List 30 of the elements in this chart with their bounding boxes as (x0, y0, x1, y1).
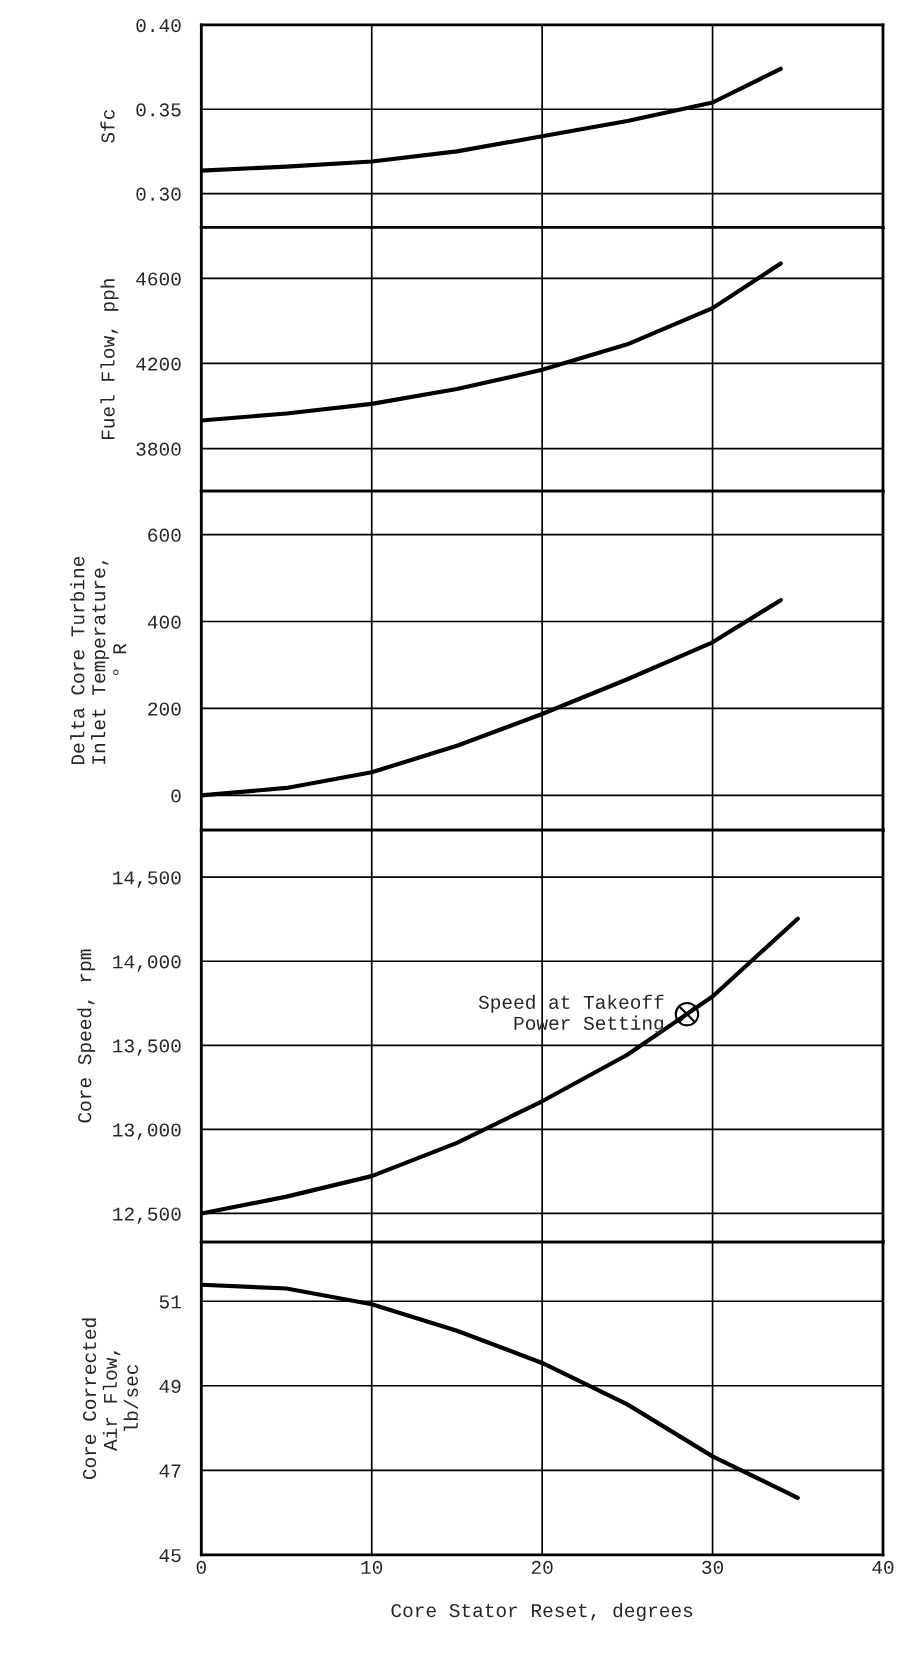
y-tick-label: 14,500 (113, 871, 181, 888)
y-tick-label: 14,000 (113, 955, 181, 972)
y-tick-label: 49 (159, 1379, 181, 1394)
y-tick-label: 47 (159, 1464, 181, 1478)
x-tick-label: 30 (702, 1560, 724, 1575)
x-tick-label: 40 (872, 1560, 894, 1575)
y-tick-label: 45 (159, 1549, 181, 1563)
y-axis-title: Fuel Flow, pph (100, 279, 119, 440)
x-tick-label: 10 (361, 1560, 383, 1575)
y-tick-label: 400 (147, 615, 181, 629)
y-tick-label: 4600 (136, 272, 181, 286)
y-tick-label: 3800 (136, 442, 181, 456)
y-axis-title: Core Corrected Air Flow, lb/sec (81, 1318, 139, 1480)
y-tick-label: 0.35 (136, 103, 181, 117)
y-tick-label: 13,500 (113, 1039, 181, 1056)
x-tick-label: 0 (196, 1560, 206, 1575)
x-tick-label: 20 (531, 1560, 553, 1575)
y-tick-label: 0 (171, 789, 181, 803)
y-tick-label: 4200 (136, 357, 181, 371)
y-tick-label: 13,000 (113, 1123, 181, 1140)
y-tick-label: 12,500 (113, 1207, 181, 1224)
y-tick-label: 51 (159, 1295, 181, 1309)
y-tick-label: 600 (148, 528, 181, 542)
x-axis-title: Core Stator Reset, degrees (391, 1602, 693, 1622)
y-axis-title: Sfc (100, 110, 115, 143)
y-tick-label: 0.30 (136, 187, 181, 201)
y-axis-title: Delta Core Turbine Inlet Temperature, ° R (70, 556, 127, 765)
y-tick-label: 200 (148, 702, 181, 716)
y-tick-label: 0.40 (136, 18, 181, 33)
y-axis-title: Core Speed, rpm (77, 949, 96, 1123)
